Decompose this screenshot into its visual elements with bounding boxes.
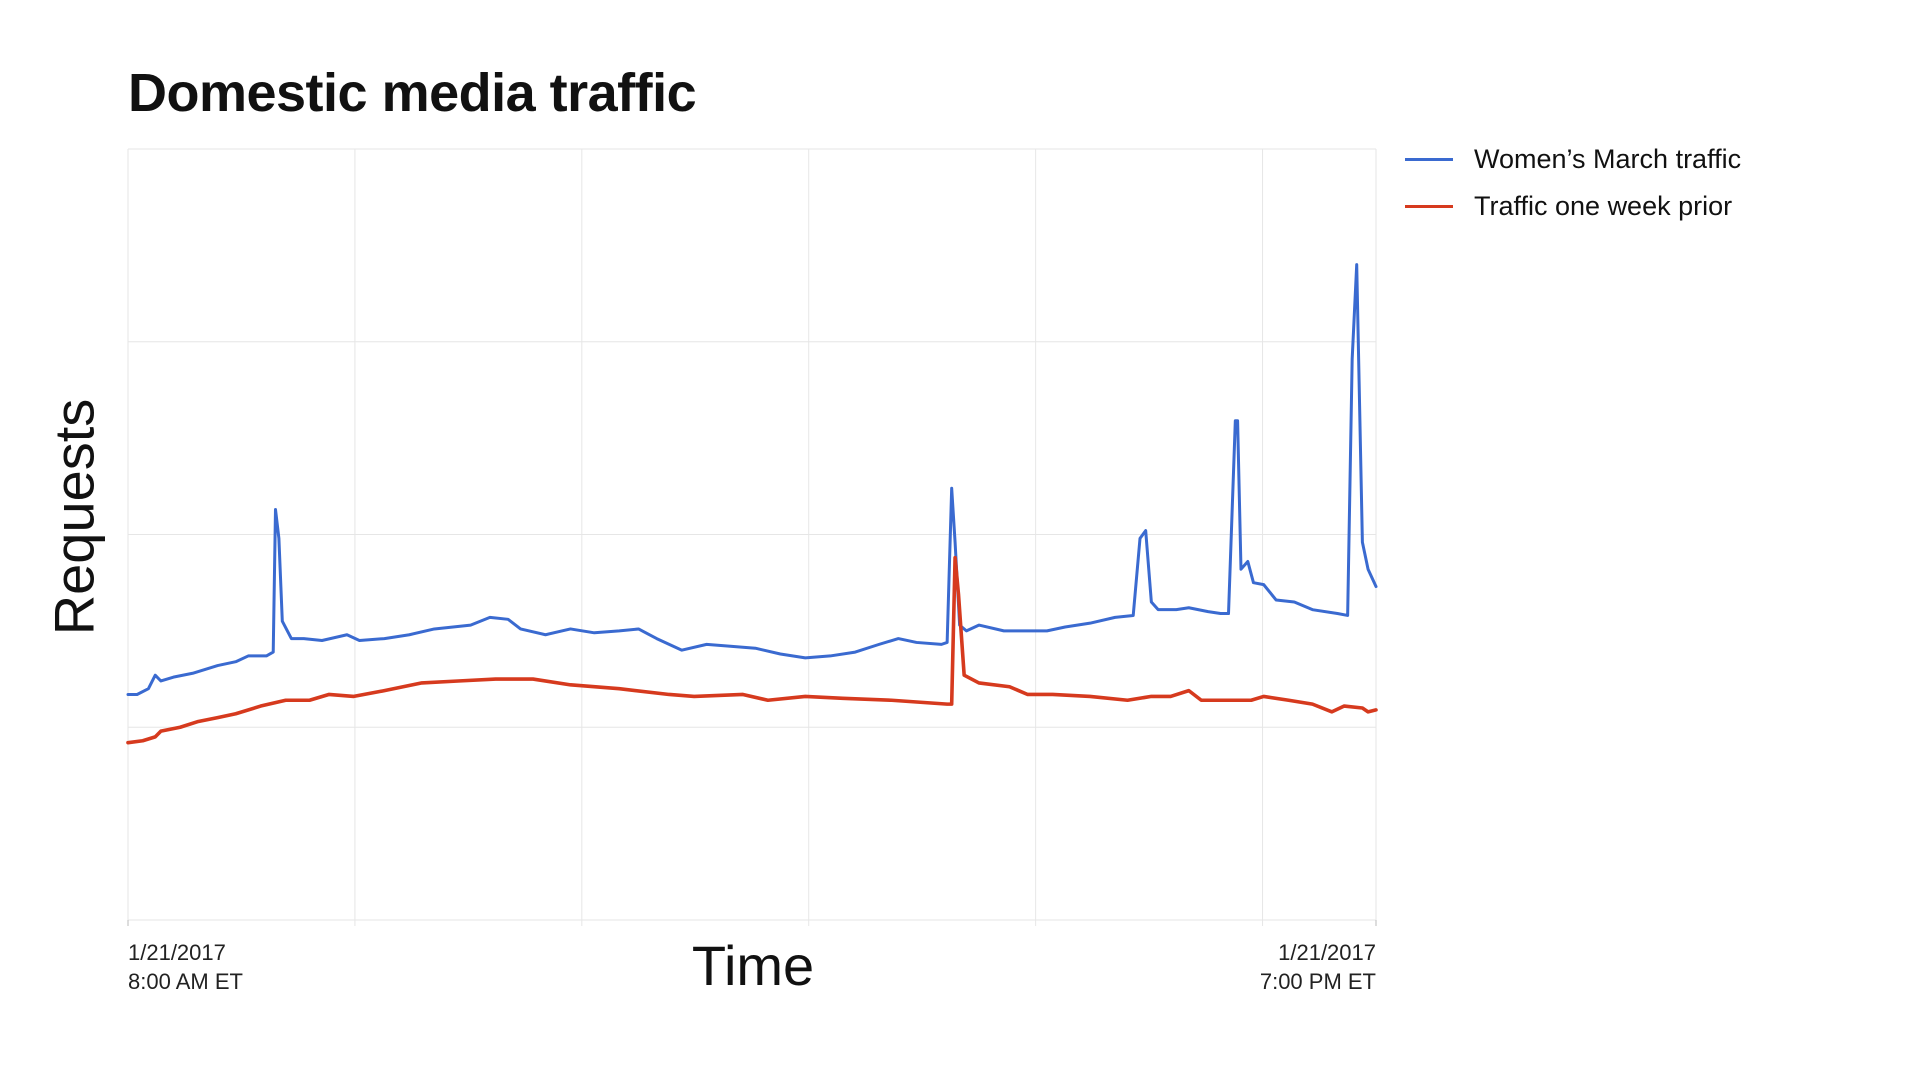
x-axis-label: Time: [691, 934, 815, 997]
series-line: [126, 555, 1378, 745]
legend-label: Traffic one week prior: [1474, 191, 1733, 221]
series-line: [126, 263, 1378, 696]
x-tick-label: 1/21/2017 8:00 AM ET: [128, 940, 243, 994]
x-tick-label: 1/21/2017 7:00 PM ET: [1259, 940, 1376, 994]
legend-swatch: [1405, 158, 1453, 161]
y-axis-label: Requests: [42, 398, 106, 636]
legend-item: Traffic one week prior: [1405, 191, 1732, 222]
legend-label: Women’s March traffic: [1474, 144, 1742, 174]
legend-swatch: [1405, 205, 1453, 208]
chart-title: Domestic media traffic: [128, 63, 697, 123]
legend-item: Women’s March traffic: [1405, 144, 1741, 175]
